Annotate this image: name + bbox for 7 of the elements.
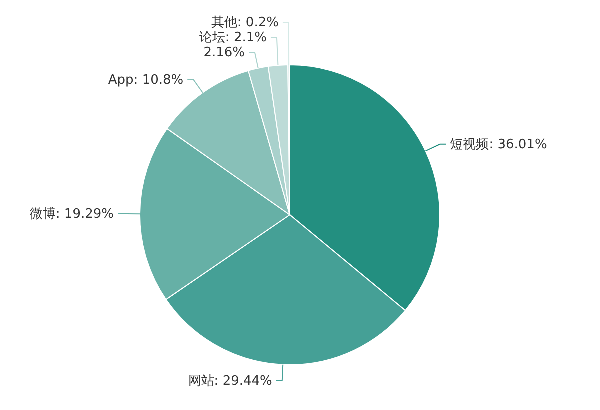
slice-label: 微博: 19.29% [30,207,114,222]
slice-label: App: 10.8% [108,72,184,88]
slice-label: 网站: 29.44% [188,374,272,389]
slice-label: 其他: 0.2% [211,16,279,31]
data-label: 2.16% [204,46,246,61]
slice-label: 短视频: 36.01% [450,137,548,152]
slice-label: 论坛: 2.1% [199,30,267,46]
